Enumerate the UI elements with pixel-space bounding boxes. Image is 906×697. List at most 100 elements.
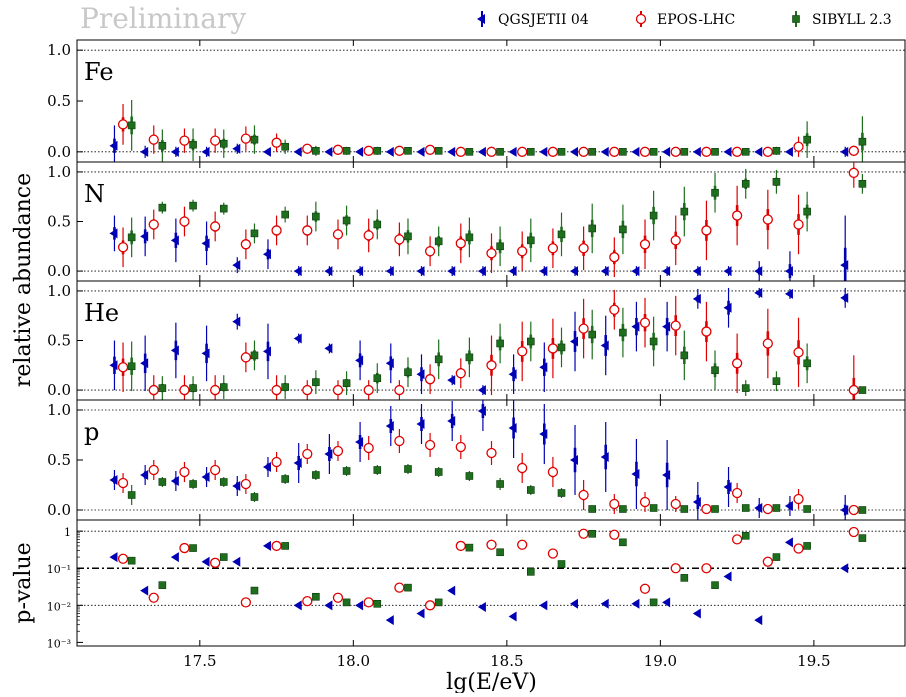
data-point (570, 598, 579, 609)
data-point (848, 167, 859, 179)
data-point (539, 146, 548, 157)
data-point (455, 540, 466, 552)
data-point (619, 225, 627, 234)
data-point (609, 146, 620, 157)
data-point (355, 437, 364, 447)
x-axis-label: lg(E/eV) (446, 670, 537, 693)
data-point (803, 359, 811, 368)
data-point (434, 237, 443, 246)
data-point (600, 340, 609, 351)
data-point (527, 568, 535, 576)
data-point (385, 358, 394, 369)
data-point (148, 384, 159, 396)
data-point (355, 266, 364, 277)
data-point (219, 139, 228, 148)
data-point (858, 137, 867, 146)
data-point (670, 320, 681, 331)
data-point (570, 266, 579, 277)
data-point (240, 133, 252, 144)
data-point (508, 611, 517, 622)
data-point (140, 470, 149, 480)
data-point (527, 148, 535, 156)
y-tick-label: 1.0 (47, 163, 71, 181)
data-point (394, 582, 405, 593)
data-point (662, 321, 671, 332)
data-point (302, 448, 313, 460)
x-tick-label: 18.5 (490, 652, 523, 670)
data-point (631, 266, 640, 277)
data-point (711, 366, 719, 375)
data-point (293, 600, 302, 611)
data-point (416, 608, 425, 619)
data-point (723, 571, 732, 582)
data-point (848, 526, 859, 538)
data-point (496, 548, 504, 557)
data-point (404, 583, 412, 592)
y-tick-label: 1.0 (47, 282, 71, 300)
data-point (762, 503, 773, 515)
data-point (373, 374, 382, 382)
data-point (680, 505, 689, 513)
data-point (680, 148, 689, 156)
data-point (741, 384, 750, 392)
data-point (588, 148, 597, 156)
data-point (455, 146, 466, 157)
preliminary-watermark: Preliminary (80, 2, 247, 35)
data-point (508, 146, 517, 157)
data-point (609, 498, 620, 510)
data-point (363, 145, 374, 156)
data-point (578, 323, 589, 334)
data-point (731, 534, 743, 545)
data-point (670, 146, 681, 157)
data-point (240, 239, 252, 250)
data-point (324, 343, 333, 354)
data-point (670, 563, 681, 574)
data-point (619, 538, 627, 547)
data-point (741, 531, 750, 540)
data-point (250, 135, 259, 144)
data-point (210, 221, 221, 232)
data-point (312, 592, 320, 601)
data-point (109, 360, 118, 371)
data-point (416, 146, 425, 157)
data-point (117, 119, 129, 130)
data-point (772, 377, 781, 385)
data-point (477, 385, 486, 396)
panel-frame-4 (76, 519, 906, 647)
data-point (848, 384, 859, 396)
data-point (539, 266, 548, 277)
data-point (219, 478, 228, 486)
data-point (324, 266, 333, 277)
data-point (588, 224, 597, 233)
data-point (840, 146, 849, 157)
y-tick-label: 10⁻¹ (47, 563, 71, 576)
legend-label-2: SIBYLL 2.3 (812, 12, 892, 28)
data-point (680, 574, 689, 582)
data-point (701, 326, 712, 337)
data-point (117, 477, 129, 489)
y-tick-label: 1.0 (47, 41, 71, 59)
data-point (148, 464, 159, 476)
data-point (639, 496, 651, 508)
data-point (312, 212, 320, 221)
data-point (772, 178, 781, 186)
data-point (477, 266, 486, 277)
data-point (127, 556, 136, 565)
data-point (670, 498, 681, 510)
data-point (609, 304, 620, 315)
data-point (179, 542, 190, 554)
data-point (455, 441, 466, 453)
data-point (631, 469, 640, 479)
data-point (424, 144, 436, 155)
data-point (723, 266, 732, 277)
data-point (547, 343, 559, 354)
data-point (434, 598, 443, 607)
data-point (848, 504, 859, 516)
data-point (342, 216, 351, 225)
y-tick-label: 0.5 (47, 92, 71, 110)
data-point (342, 379, 351, 387)
data-point (508, 266, 517, 277)
data-point (649, 211, 658, 220)
data-point (201, 238, 210, 249)
data-point (692, 497, 701, 507)
